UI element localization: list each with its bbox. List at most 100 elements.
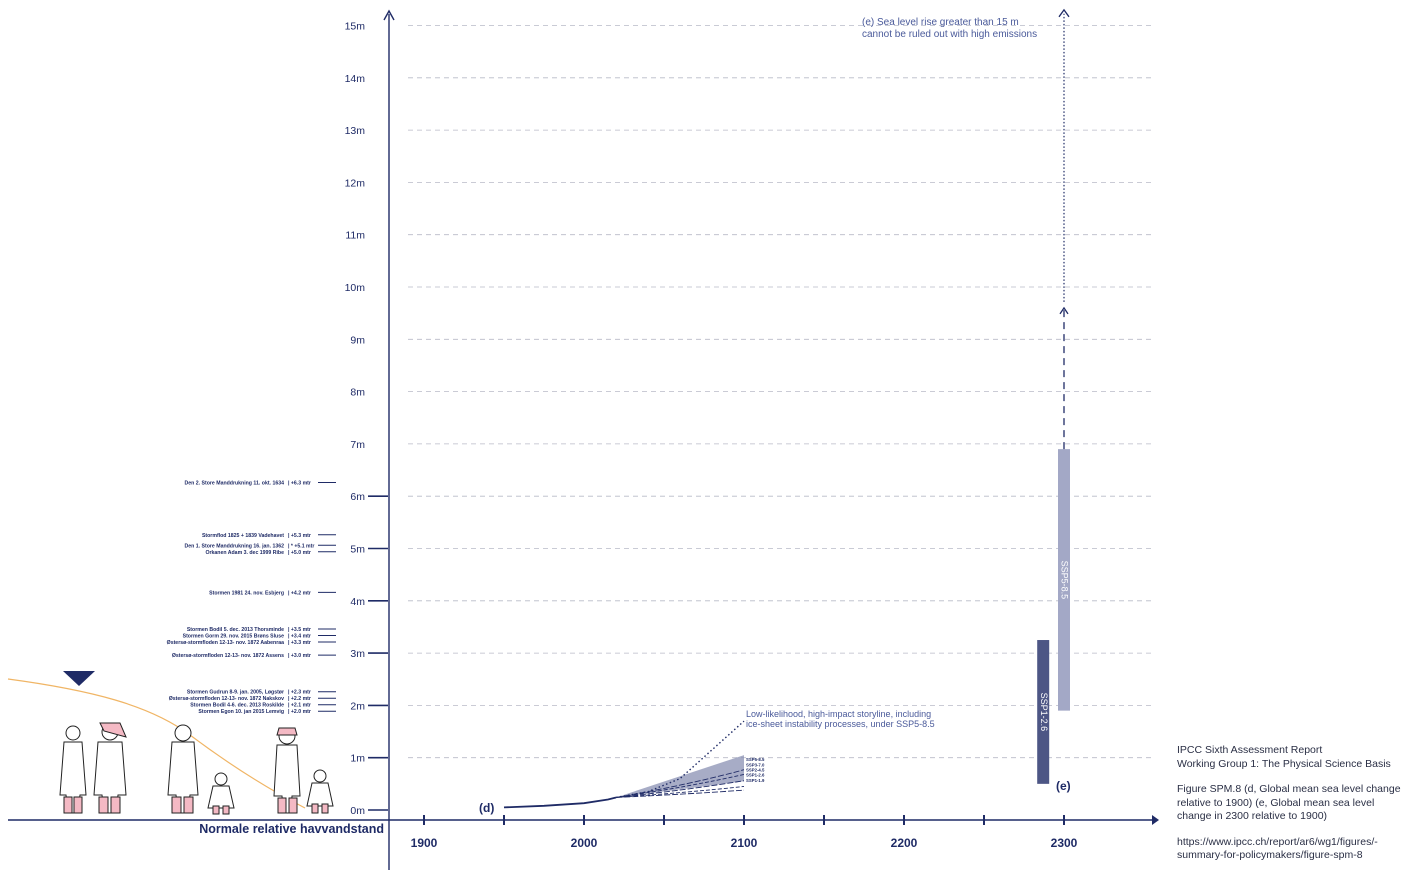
panel-e-label: (e) <box>1056 779 1071 793</box>
source-block-url[interactable]: https://www.ipcc.ch/report/ar6/wg1/figur… <box>1177 836 1403 863</box>
source-line: IPCC Sixth Assessment Report <box>1177 744 1323 756</box>
high-impact-annotation: Low-likelihood, high-impact storyline, i… <box>746 709 931 719</box>
x-tick-label: 2100 <box>731 836 758 850</box>
scenario-median-line <box>615 789 745 798</box>
scenario-bar-label: SSP5-8.5 <box>1060 561 1070 600</box>
scenario-label: SSP3-7.0 <box>746 762 765 767</box>
storm-event-label: Stormflod 1825 + 1839 Vadehavet <box>202 533 284 539</box>
storm-event-value: | +5.0 mtr <box>288 550 311 556</box>
y-tick-label: 14m <box>345 73 366 85</box>
people-illustration <box>59 722 334 815</box>
panel-e: SSP1-2.6 SSP5-8.5 (e) Sea level rise great… <box>862 8 1071 793</box>
storm-event-label: Stormen Egon 10. jan 2015 Lemvig <box>198 709 284 715</box>
child-figure <box>306 769 334 814</box>
scenario-bar <box>1058 449 1070 711</box>
panel-e-annotation: (e) Sea level rise greater than 15 m <box>862 17 1019 28</box>
y-axis-arrow-icon <box>383 9 395 21</box>
observed-line <box>503 796 617 809</box>
source-url-line[interactable]: summary-for-policymakers/figure-spm-8 <box>1177 849 1363 861</box>
y-tick-label: 12m <box>345 177 366 189</box>
scenario-label: SSP1-2.6 <box>746 773 765 778</box>
storm-event-label: Østersø-stormfloden 12-13- nov. 1872 Nak… <box>169 696 284 702</box>
person-figure <box>93 722 127 814</box>
storm-event-label: Stormen 1981 24. nov. Esbjerg <box>209 590 284 596</box>
storm-event-label: Stormen Bodil 4-6. dec. 2013 Roskilde <box>190 703 284 709</box>
y-tick-label: 11m <box>345 230 365 242</box>
source-url-line[interactable]: https://www.ipcc.ch/report/ar6/wg1/figur… <box>1177 835 1378 848</box>
projection-fan <box>616 755 744 798</box>
y-tick-label: 5m <box>350 544 365 556</box>
panel-e-annotation: cannot be ruled out with high emissions <box>862 29 1037 40</box>
water-level-marker-icon <box>63 671 95 686</box>
source-block-figure: Figure SPM.8 (d, Global mean sea level c… <box>1177 783 1403 824</box>
scenario-bar-label: SSP1-2.6 <box>1039 693 1049 732</box>
high-impact-line <box>615 720 745 799</box>
arrow-up-icon <box>1058 8 1070 18</box>
person-figure <box>59 725 87 814</box>
source-line: change in 2300 relative to 1900) <box>1177 810 1328 822</box>
chevron-up-icon <box>1059 306 1069 315</box>
scenario-label: SSP5-8.5 <box>746 757 765 762</box>
source-note: IPCC Sixth Assessment Report Working Gro… <box>1177 744 1403 863</box>
source-line: relative to 1900) (e, Global mean sea le… <box>1177 796 1375 809</box>
storm-events: Den 2. Store Manddrukning 11. okt. 1634 |… <box>167 481 336 715</box>
x-tick-label: 2200 <box>891 836 918 850</box>
storm-event-value: | +2.3 mtr <box>288 690 311 696</box>
storm-event-label: Orkanen Adam 3. dec 1999 Ribe <box>205 550 284 556</box>
child-figure <box>207 772 235 815</box>
storm-event-value: | +2.2 mtr <box>288 696 311 702</box>
storm-event-value: | +2.0 mtr <box>288 709 311 715</box>
high-impact-annotation: ice-sheet instability processes, under S… <box>746 719 935 729</box>
panel-d-label: (d) <box>479 801 494 815</box>
storm-event-label: Stormen Gudrun 8-9. jan. 2005, Løgstør <box>187 690 284 696</box>
terrain-illustration <box>7 671 334 815</box>
storm-event-value: | +6.3 mtr <box>288 481 311 487</box>
storm-event-label: Den 1. Store Manddrukning 16. jan. 1362 <box>185 543 285 549</box>
x-tick-label: 1900 <box>411 836 438 850</box>
axes: 0m 1m 2m 3m 4m 5m 6m 7m 8m 9m 10m 11m 12m 13m 14m 15m 19… <box>8 9 1159 870</box>
x-axis-arrow-icon <box>1152 815 1159 825</box>
scenario-median-line <box>615 780 745 798</box>
panel-d: SSP5-8.5SSP3-7.0SSP2-4.5SSP1-2.6SSP1-1.9… <box>479 709 935 815</box>
y-tick-label: 9m <box>350 334 365 346</box>
scenario-median-line <box>615 769 745 798</box>
storm-event-label: Den 2. Store Manddrukning 11. okt. 1634 <box>185 481 285 487</box>
x-tick-label: 2300 <box>1051 836 1078 850</box>
scenario-label: SSP1-1.9 <box>746 778 765 783</box>
storm-event-label: Stormen Gorm 29. nov. 2015 Brøns Sluse <box>183 633 284 639</box>
storm-event-label: Østersø-stormfloden 12-13- nov. 1872 Ass… <box>172 653 284 659</box>
person-figure <box>273 727 301 814</box>
scenario-label: SSP2-4.5 <box>746 767 765 772</box>
person-figure <box>167 724 199 814</box>
storm-event-label: Østersø-stormfloden 12-13- nov. 1872 Aab… <box>167 640 284 646</box>
scenario-median-line <box>615 773 745 798</box>
y-tick-label: 10m <box>345 282 366 294</box>
scenario-bar <box>1037 640 1050 784</box>
x-tick-label: 2000 <box>571 836 598 850</box>
y-tick-label: 3m <box>350 648 365 660</box>
source-block-report: IPCC Sixth Assessment Report Working Gro… <box>1177 744 1403 771</box>
storm-event-value: | +3.5 mtr <box>288 627 311 633</box>
y-tick-label: 4m <box>350 596 365 608</box>
y-tick-label: 1m <box>350 753 365 765</box>
y-tick-label: 15m <box>345 21 366 33</box>
y-tick-label: 7m <box>350 439 365 451</box>
storm-event-label: Stormen Bodil 5. dec. 2013 Thorsminde <box>187 627 284 633</box>
storm-event-value: | +3.0 mtr <box>288 653 311 659</box>
y-tick-label: 2m <box>350 700 365 712</box>
scenario-median-line <box>615 786 745 798</box>
storm-event-value: | +5.3 mtr <box>288 533 311 539</box>
source-line: Working Group 1: The Physical Science Ba… <box>1177 757 1391 770</box>
storm-event-value: | +3.3 mtr <box>288 640 311 646</box>
grid-lines <box>408 25 1155 759</box>
storm-event-value: | +2.1 mtr <box>288 703 311 709</box>
y-tick-label: 8m <box>350 387 365 399</box>
storm-event-value: | +4.2 mtr <box>288 590 311 596</box>
source-line: Figure SPM.8 (d, Global mean sea level c… <box>1177 783 1401 795</box>
y-tick-label: 0m <box>350 805 365 817</box>
y-tick-label: 13m <box>345 125 366 137</box>
storm-event-value: | * +5.1 mtr <box>288 543 314 549</box>
storm-event-value: | +3.4 mtr <box>288 633 311 639</box>
baseline-label: Normale relative havvandstand <box>199 822 384 836</box>
